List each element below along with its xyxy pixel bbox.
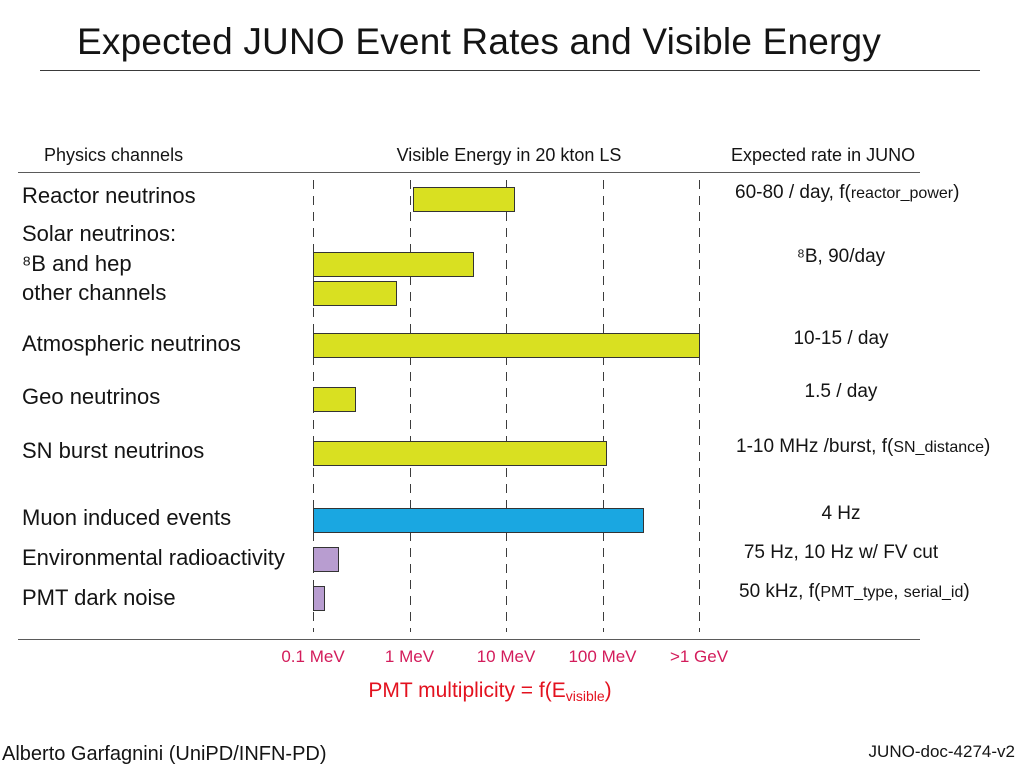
header-physics-channels: Physics channels bbox=[44, 145, 184, 165]
label-solar-8b-and-hep: ⁸B and hep bbox=[22, 251, 132, 276]
rate-text: , bbox=[893, 581, 904, 602]
rate-parameter: SN_distance bbox=[893, 439, 985, 456]
rate-text: 1.5 / day bbox=[804, 381, 878, 402]
x-axis-label: PMT multiplicity = f(Evisible) bbox=[290, 676, 690, 706]
rate-environmental-radioactivity: 75 Hz, 10 Hz w/ FV cut bbox=[741, 540, 941, 566]
rate-reactor-neutrinos: 60-80 / day, f(reactor_power) bbox=[735, 180, 959, 206]
rate-parameter: serial_id bbox=[903, 584, 964, 601]
rate-text: 75 Hz, 10 Hz w/ FV cut bbox=[743, 542, 939, 563]
slide-title: Expected JUNO Event Rates and Visible En… bbox=[76, 21, 882, 62]
tick-label-1-gev: >1 GeV bbox=[669, 647, 729, 666]
rate-parameter: reactor_power bbox=[850, 185, 954, 202]
header-visible-energy: Visible Energy in 20 kton LS bbox=[396, 145, 622, 165]
label-atmospheric-neutrinos: Atmospheric neutrinos bbox=[22, 331, 241, 356]
header-expected-rate: Expected rate in JUNO bbox=[731, 145, 916, 165]
footer-author: Alberto Garfagnini (UniPD/INFN-PD) bbox=[2, 743, 327, 765]
x-gridlines bbox=[313, 180, 700, 632]
header-separator bbox=[18, 172, 920, 173]
title-underline bbox=[40, 70, 980, 71]
bar-reactor-neutrinos bbox=[413, 187, 515, 212]
rate-parameter: PMT_type bbox=[820, 584, 894, 601]
rate-geo-neutrinos: 1.5 / day bbox=[741, 379, 941, 405]
axis-baseline bbox=[18, 639, 920, 640]
rate-text: 4 Hz bbox=[821, 503, 861, 524]
tick-label-1-mev: 1 MeV bbox=[384, 647, 435, 666]
x-axis-label-text: PMT multiplicity = f(E bbox=[368, 679, 566, 702]
label-sn-burst-neutrinos: SN burst neutrinos bbox=[22, 438, 205, 463]
tick-label-10-mev: 10 MeV bbox=[476, 647, 536, 666]
rate-text: 50 kHz, f( bbox=[739, 581, 821, 602]
energy-range-bars bbox=[313, 187, 700, 611]
tick-label-0-1-mev: 0.1 MeV bbox=[281, 647, 345, 666]
rate-text: ) bbox=[953, 182, 960, 203]
rate-text: ⁸B, 90/day bbox=[796, 246, 886, 267]
rate-text: 10-15 / day bbox=[793, 328, 889, 349]
rate-pmt-dark-noise: 50 kHz, f(PMT_type, serial_id) bbox=[739, 579, 970, 605]
label-geo-neutrinos: Geo neutrinos bbox=[22, 384, 161, 409]
label-pmt-dark-noise: PMT dark noise bbox=[22, 585, 176, 610]
rate-text: ) bbox=[984, 436, 991, 457]
rate-solar-8b: ⁸B, 90/day bbox=[741, 244, 941, 270]
rate-sn-burst-neutrinos: 1-10 MHz /burst, f(SN_distance) bbox=[736, 434, 990, 460]
rate-text: 1-10 MHz /burst, f( bbox=[736, 436, 894, 457]
bar-solar-other-channels bbox=[313, 281, 397, 306]
label-solar-neutrinos-group: Solar neutrinos: bbox=[22, 221, 177, 246]
tick-label-100-mev: 100 MeV bbox=[568, 647, 637, 666]
rate-atmospheric-neutrinos: 10-15 / day bbox=[741, 326, 941, 352]
footer-doc-id: JUNO-doc-4274-v2 bbox=[868, 742, 1015, 761]
bar-environmental-radioactivity bbox=[313, 547, 339, 572]
bar-solar-8b-and-hep bbox=[313, 252, 474, 277]
bar-sn-burst-neutrinos bbox=[313, 441, 607, 466]
rate-muon-induced-events: 4 Hz bbox=[741, 501, 941, 527]
bar-atmospheric-neutrinos bbox=[313, 333, 700, 358]
rate-text: ) bbox=[963, 581, 970, 602]
x-axis-label-subscript: visible bbox=[565, 688, 605, 704]
label-solar-other-channels: other channels bbox=[22, 280, 167, 305]
bar-muon-induced-events bbox=[313, 508, 644, 533]
label-environmental-radioactivity: Environmental radioactivity bbox=[22, 545, 285, 570]
label-reactor-neutrinos: Reactor neutrinos bbox=[22, 183, 196, 208]
bar-geo-neutrinos bbox=[313, 387, 356, 412]
label-muon-induced-events: Muon induced events bbox=[22, 505, 232, 530]
rate-text: 60-80 / day, f( bbox=[735, 182, 851, 203]
x-axis-label-text: ) bbox=[604, 679, 612, 702]
bar-pmt-dark-noise bbox=[313, 586, 325, 611]
